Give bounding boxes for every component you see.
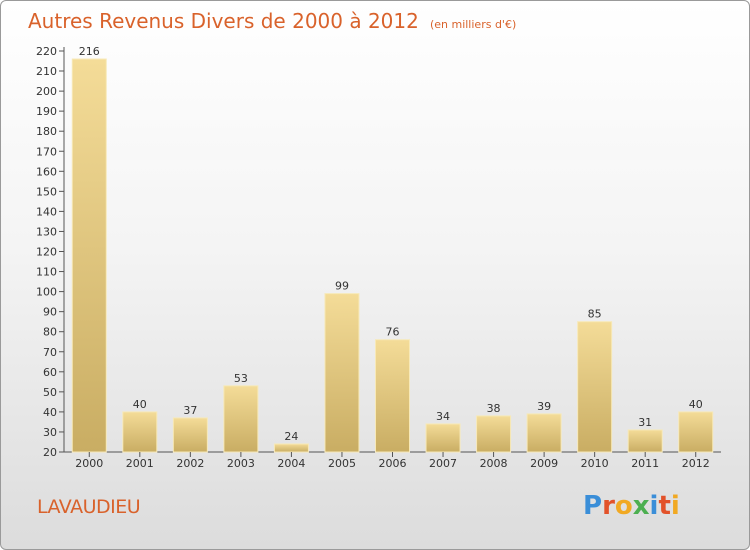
- y-tick-label: 130: [36, 225, 57, 238]
- bar: [425, 423, 461, 453]
- logo-letter: r: [602, 491, 615, 521]
- y-tick-label: 160: [36, 165, 57, 178]
- y-tick-label: 120: [36, 246, 57, 259]
- y-tick-label: 30: [43, 426, 57, 439]
- bar: [678, 411, 714, 453]
- bar-value-label: 34: [436, 410, 450, 423]
- y-tick-label: 40: [43, 406, 57, 419]
- logo-letter: i: [670, 491, 680, 521]
- bar: [577, 321, 613, 453]
- bar-value-label: 53: [234, 372, 248, 385]
- bar: [122, 411, 158, 453]
- bar: [172, 417, 208, 453]
- logo-letter: o: [614, 491, 633, 521]
- bar-value-label: 40: [689, 398, 703, 411]
- y-tick-label: 50: [43, 386, 57, 399]
- bar: [476, 415, 512, 453]
- y-tick-label: 170: [36, 145, 57, 158]
- y-tick-label: 90: [43, 306, 57, 319]
- logo-letter: P: [583, 491, 603, 521]
- bar-value-label: 85: [588, 308, 602, 321]
- x-tick-label: 2000: [75, 457, 103, 470]
- bar: [273, 443, 309, 453]
- y-tick-label: 110: [36, 266, 57, 279]
- chart-title-row: Autres Revenus Divers de 2000 à 2012 (en…: [28, 9, 516, 33]
- bar: [324, 293, 360, 453]
- x-tick-label: 2007: [429, 457, 457, 470]
- y-tick-label: 60: [43, 366, 57, 379]
- proxiti-logo[interactable]: Proxiti: [583, 491, 680, 521]
- y-tick-label: 180: [36, 125, 57, 138]
- logo-letter: i: [649, 491, 659, 521]
- y-tick-label: 220: [36, 45, 57, 58]
- bar: [71, 58, 107, 453]
- bar-value-label: 99: [335, 280, 349, 293]
- y-tick-label: 210: [36, 65, 57, 78]
- bar: [526, 413, 562, 453]
- x-tick-label: 2012: [682, 457, 710, 470]
- bar: [627, 429, 663, 453]
- bar-value-label: 38: [487, 402, 501, 415]
- y-tick-label: 80: [43, 326, 57, 339]
- x-tick-label: 2001: [126, 457, 154, 470]
- bar: [223, 385, 259, 453]
- bar: [375, 339, 410, 453]
- logo-letter: t: [658, 491, 671, 521]
- y-tick-label: 140: [36, 205, 57, 218]
- y-tick-label: 150: [36, 185, 57, 198]
- y-tick-label: 20: [43, 446, 57, 459]
- chart-subtitle: (en milliers d'€): [429, 18, 517, 31]
- bar-value-label: 76: [386, 326, 400, 339]
- bar-value-label: 31: [638, 416, 652, 429]
- bar-value-label: 37: [183, 404, 197, 417]
- bar-value-label: 216: [79, 45, 100, 58]
- y-tick-label: 190: [36, 105, 57, 118]
- x-tick-label: 2011: [631, 457, 659, 470]
- bar-value-label: 24: [284, 430, 298, 443]
- x-tick-label: 2005: [328, 457, 356, 470]
- chart-title: Autres Revenus Divers de 2000 à 2012: [28, 9, 419, 33]
- y-tick-label: 100: [36, 286, 57, 299]
- x-tick-label: 2002: [176, 457, 204, 470]
- x-tick-label: 2006: [379, 457, 407, 470]
- y-tick-label: 70: [43, 346, 57, 359]
- place-name: LAVAUDIEU: [37, 496, 141, 518]
- logo-letter: x: [632, 491, 650, 521]
- bar-value-label: 40: [133, 398, 147, 411]
- x-tick-label: 2004: [277, 457, 305, 470]
- y-tick-label: 200: [36, 85, 57, 98]
- x-tick-label: 2009: [530, 457, 558, 470]
- x-tick-label: 2008: [480, 457, 508, 470]
- x-tick-label: 2003: [227, 457, 255, 470]
- x-tick-label: 2010: [581, 457, 609, 470]
- bar-value-label: 39: [537, 400, 551, 413]
